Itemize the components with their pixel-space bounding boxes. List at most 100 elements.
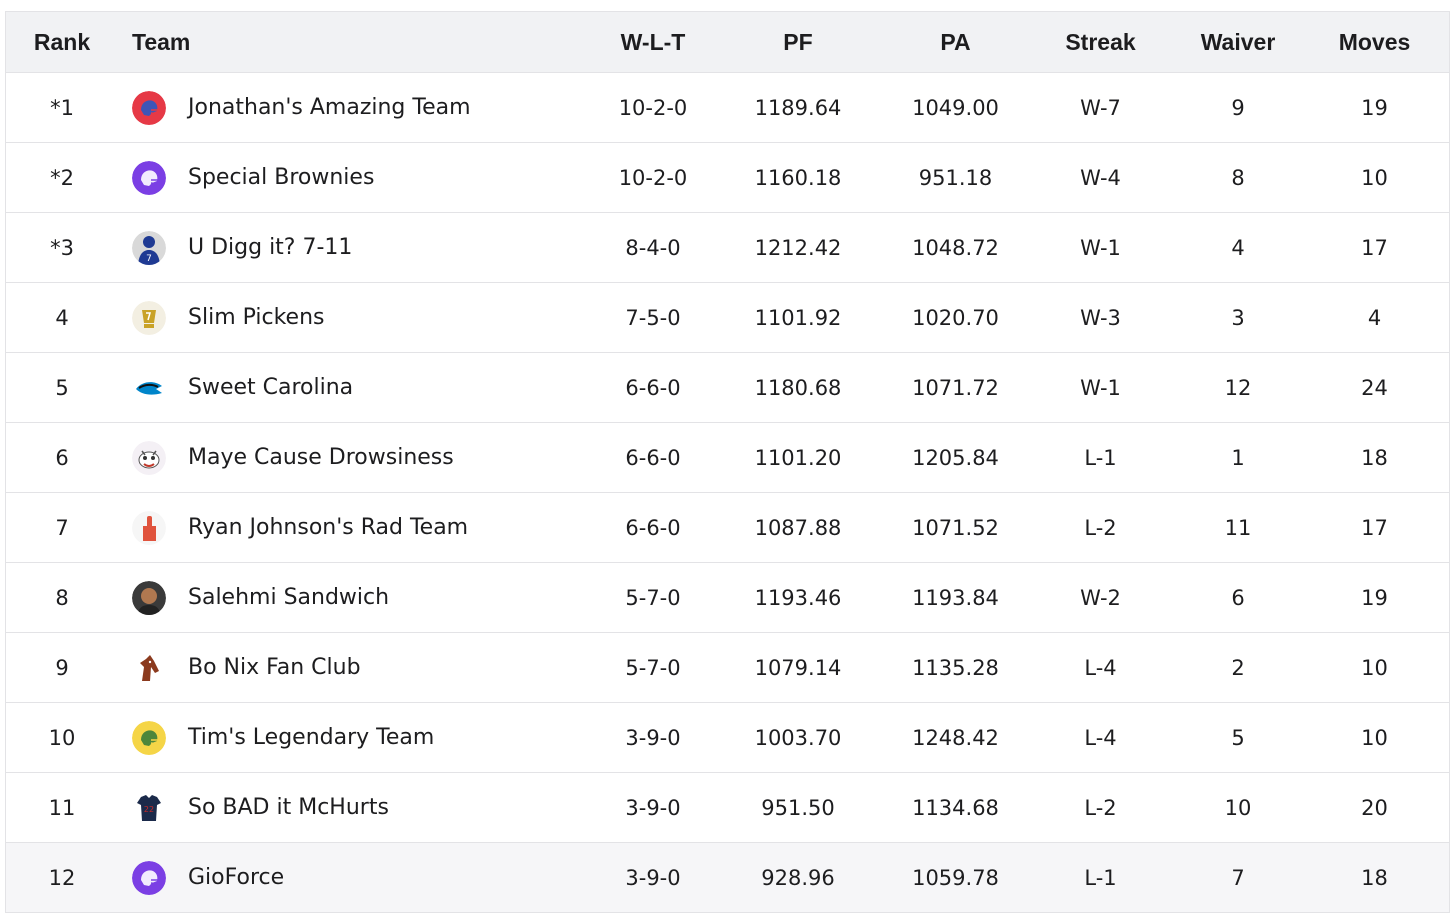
pf-cell: 1101.20 [754,445,842,470]
table-row[interactable]: 9 Bo Nix Fan Club 5-7-0 1079.14 1135.28 … [6,632,1449,702]
team-logo-horse-icon[interactable] [132,650,166,685]
moves-cell: 10 [1361,655,1388,680]
header-pf[interactable]: PF [783,28,813,55]
team-logo-player-icon[interactable]: 7 [132,230,166,265]
moves-cell: 18 [1361,865,1388,890]
streak-cell: W-3 [1080,305,1121,330]
team-cell: 7 U Digg it? 7-11 [118,230,583,265]
header-moves[interactable]: Moves [1338,28,1411,55]
team-logo-helmet-icon[interactable] [132,90,166,125]
streak-cell: L-2 [1084,515,1117,540]
team-name-link[interactable]: Salehmi Sandwich [188,585,390,610]
pf-cell: 1087.88 [754,515,842,540]
header-pa[interactable]: PA [940,28,971,55]
streak-cell: L-4 [1084,655,1117,680]
header-streak[interactable]: Streak [1065,28,1136,55]
team-cell: Tim's Legendary Team [118,720,583,755]
moves-cell: 4 [1367,305,1382,330]
streak-cell: L-1 [1084,445,1117,470]
waiver-cell: 12 [1224,375,1252,400]
rank-cell: 11 [48,795,76,820]
pf-cell: 1079.14 [754,655,842,680]
waiver-cell: 11 [1224,515,1252,540]
moves-cell: 24 [1361,375,1388,400]
header-wlt[interactable]: W-L-T [620,28,686,55]
pf-cell: 1189.64 [754,95,842,120]
team-name-link[interactable]: U Digg it? 7-11 [188,235,353,260]
streak-cell: W-1 [1080,375,1121,400]
pa-cell: 1135.28 [912,655,999,680]
team-name-link[interactable]: Sweet Carolina [188,375,354,400]
team-name-link[interactable]: Ryan Johnson's Rad Team [188,515,469,540]
team-logo-trophy-icon[interactable] [132,300,166,335]
table-row[interactable]: 7 Ryan Johnson's Rad Team 6-6-0 1087.88 … [6,492,1449,562]
table-row[interactable]: *2 Special Brownies 10-2-0 1160.18 951.1… [6,142,1449,212]
team-name-link[interactable]: Special Brownies [188,165,375,190]
team-cell: Bo Nix Fan Club [118,650,583,685]
team-logo-helmet-icon[interactable] [132,720,166,755]
team-logo-helmet-icon[interactable] [132,860,166,895]
team-logo-panther-icon[interactable] [132,370,166,405]
pa-cell: 1020.70 [912,305,999,330]
pa-cell: 1205.84 [912,445,999,470]
pf-cell: 1212.42 [754,235,842,260]
team-logo-foam-finger-icon[interactable] [132,510,166,545]
team-cell: GioForce [118,860,583,895]
table-row[interactable]: 11 22 So BAD it McHurts 3-9-0 951.50 113… [6,772,1449,842]
team-name-link[interactable]: So BAD it McHurts [188,795,389,820]
table-row[interactable]: 12 GioForce 3-9-0 928.96 1059.78 L-1 7 1… [6,842,1449,912]
team-name-link[interactable]: Bo Nix Fan Club [188,655,361,680]
wlt-cell: 3-9-0 [625,725,681,750]
svg-text:7: 7 [146,254,152,264]
wlt-cell: 5-7-0 [625,655,681,680]
pa-cell: 1048.72 [912,235,999,260]
rank-cell: 9 [55,655,69,680]
rank-cell: 8 [55,585,69,610]
waiver-cell: 5 [1231,725,1245,750]
table-row[interactable]: 8 Salehmi Sandwich 5-7-0 1193.46 1193.84… [6,562,1449,632]
team-cell: Slim Pickens [118,300,583,335]
wlt-cell: 6-6-0 [625,445,681,470]
team-name-link[interactable]: Jonathan's Amazing Team [188,95,471,120]
moves-cell: 19 [1361,95,1388,120]
pf-cell: 1160.18 [754,165,842,190]
pf-cell: 928.96 [761,865,835,890]
team-logo-avatar-photo-icon[interactable] [132,580,166,615]
pa-cell: 951.18 [918,165,993,190]
wlt-cell: 3-9-0 [625,795,681,820]
svg-text:22: 22 [144,805,154,814]
table-row[interactable]: 4 Slim Pickens 7-5-0 1101.92 1020.70 W-3… [6,282,1449,352]
team-name-link[interactable]: GioForce [188,865,285,890]
wlt-cell: 10-2-0 [618,165,688,190]
table-row[interactable]: *3 7 U Digg it? 7-11 8-4-0 1212.42 1048.… [6,212,1449,282]
pa-cell: 1193.84 [912,585,999,610]
wlt-cell: 6-6-0 [625,515,681,540]
pa-cell: 1071.52 [912,515,999,540]
rank-cell: 4 [55,305,69,330]
table-row[interactable]: 6 Maye Cause Drowsiness 6-6-0 1101.20 12… [6,422,1449,492]
header-team[interactable]: Team [132,28,191,55]
streak-cell: L-4 [1084,725,1117,750]
pa-cell: 1071.72 [912,375,999,400]
table-row[interactable]: 5 Sweet Carolina 6-6-0 1180.68 1071.72 W… [6,352,1449,422]
rank-cell: *1 [50,95,74,120]
team-logo-cartoon-icon[interactable] [132,440,166,475]
team-name-link[interactable]: Tim's Legendary Team [188,725,435,750]
waiver-cell: 2 [1231,655,1245,680]
pa-cell: 1248.42 [912,725,999,750]
moves-cell: 10 [1361,725,1388,750]
waiver-cell: 1 [1231,445,1245,470]
table-row[interactable]: 10 Tim's Legendary Team 3-9-0 1003.70 12… [6,702,1449,772]
header-rank[interactable]: Rank [33,28,91,55]
team-logo-helmet-icon[interactable] [132,160,166,195]
team-name-link[interactable]: Slim Pickens [188,305,325,330]
wlt-cell: 7-5-0 [625,305,681,330]
pa-cell: 1134.68 [912,795,999,820]
team-logo-jersey-icon[interactable]: 22 [132,790,166,825]
team-name-link[interactable]: Maye Cause Drowsiness [188,445,454,470]
table-row[interactable]: *1 Jonathan's Amazing Team 10-2-0 1189.6… [6,72,1449,142]
header-waiver[interactable]: Waiver [1200,28,1276,55]
team-cell: Sweet Carolina [118,370,583,405]
team-cell: Special Brownies [118,160,583,195]
table-body: *1 Jonathan's Amazing Team 10-2-0 1189.6… [6,72,1449,912]
